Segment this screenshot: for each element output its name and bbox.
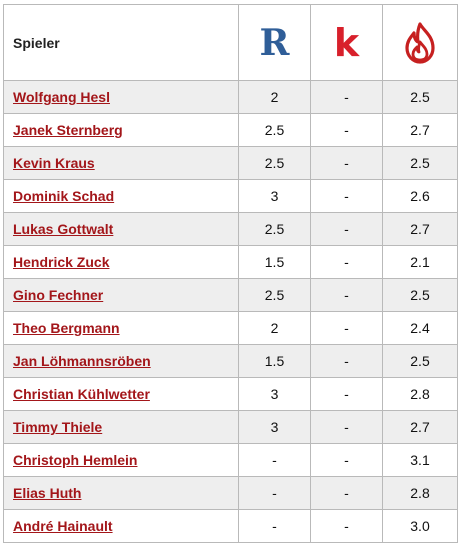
player-ratings-table: Spieler R k Wolfgang Hesl 2-2.5 Janek Ster… xyxy=(3,4,458,543)
flame-rating-cell: 3.0 xyxy=(382,509,458,543)
flame-rating-cell: 2.5 xyxy=(382,278,458,312)
flame-rating-cell: 2.4 xyxy=(382,311,458,345)
k-rating-cell: - xyxy=(310,377,383,411)
table-row: André Hainault - -3.0 xyxy=(3,509,458,543)
table-row: Gino Fechner 2.5-2.5 xyxy=(3,278,458,312)
k-rating-cell: - xyxy=(310,476,383,510)
player-name-link[interactable]: Wolfgang Hesl xyxy=(3,80,239,114)
flame-rating-cell: 3.1 xyxy=(382,443,458,477)
player-name-link[interactable]: André Hainault xyxy=(3,509,239,543)
r-rating-cell: - xyxy=(238,443,311,477)
r-rating-cell: - xyxy=(238,509,311,543)
r-rating-cell: 2 xyxy=(238,80,311,114)
r-logo-icon: R xyxy=(259,21,290,64)
r-rating-cell: 2.5 xyxy=(238,212,311,246)
player-name-link[interactable]: Gino Fechner xyxy=(3,278,239,312)
flame-source-column-header xyxy=(382,4,458,81)
k-rating-cell: - xyxy=(310,509,383,543)
flame-rating-cell: 2.5 xyxy=(382,344,458,378)
flame-rating-cell: 2.6 xyxy=(382,179,458,213)
player-name-link[interactable]: Christian Kühlwetter xyxy=(3,377,239,411)
r-rating-cell: 3 xyxy=(238,410,311,444)
table-row: Elias Huth - -2.8 xyxy=(3,476,458,510)
flame-rating-cell: 2.7 xyxy=(382,113,458,147)
flame-logo-icon xyxy=(405,21,435,64)
player-column-header: Spieler xyxy=(3,4,239,81)
r-rating-cell: 2.5 xyxy=(238,113,311,147)
r-rating-cell: 3 xyxy=(238,179,311,213)
player-name-link[interactable]: Elias Huth xyxy=(3,476,239,510)
k-rating-cell: - xyxy=(310,344,383,378)
k-rating-cell: - xyxy=(310,113,383,147)
r-rating-cell: 2.5 xyxy=(238,146,311,180)
flame-rating-cell: 2.1 xyxy=(382,245,458,279)
player-name-link[interactable]: Janek Sternberg xyxy=(3,113,239,147)
table-row: Janek Sternberg 2.5-2.7 xyxy=(3,113,458,147)
player-name-link[interactable]: Kevin Kraus xyxy=(3,146,239,180)
r-rating-cell: 1.5 xyxy=(238,344,311,378)
table-row: Christian Kühlwetter 3-2.8 xyxy=(3,377,458,411)
player-name-link[interactable]: Hendrick Zuck xyxy=(3,245,239,279)
table-row: Lukas Gottwalt 2.5-2.7 xyxy=(3,212,458,246)
k-rating-cell: - xyxy=(310,179,383,213)
r-source-column-header: R xyxy=(238,4,311,81)
flame-rating-cell: 2.8 xyxy=(382,377,458,411)
table-row: Kevin Kraus 2.5-2.5 xyxy=(3,146,458,180)
k-rating-cell: - xyxy=(310,311,383,345)
k-rating-cell: - xyxy=(310,80,383,114)
flame-rating-cell: 2.7 xyxy=(382,410,458,444)
player-name-link[interactable]: Timmy Thiele xyxy=(3,410,239,444)
player-name-link[interactable]: Christoph Hemlein xyxy=(3,443,239,477)
flame-rating-cell: 2.7 xyxy=(382,212,458,246)
table-row: Christoph Hemlein - -3.1 xyxy=(3,443,458,477)
table-row: Wolfgang Hesl 2-2.5 xyxy=(3,80,458,114)
player-name-link[interactable]: Dominik Schad xyxy=(3,179,239,213)
flame-rating-cell: 2.5 xyxy=(382,80,458,114)
k-rating-cell: - xyxy=(310,443,383,477)
k-logo-icon: k xyxy=(333,20,360,65)
r-rating-cell: 1.5 xyxy=(238,245,311,279)
r-rating-cell: 2 xyxy=(238,311,311,345)
k-rating-cell: - xyxy=(310,146,383,180)
k-rating-cell: - xyxy=(310,212,383,246)
k-source-column-header: k xyxy=(310,4,383,81)
table-row: Hendrick Zuck 1.5-2.1 xyxy=(3,245,458,279)
table-row: Dominik Schad 3-2.6 xyxy=(3,179,458,213)
flame-rating-cell: 2.5 xyxy=(382,146,458,180)
flame-rating-cell: 2.8 xyxy=(382,476,458,510)
k-rating-cell: - xyxy=(310,278,383,312)
player-name-link[interactable]: Lukas Gottwalt xyxy=(3,212,239,246)
r-rating-cell: 3 xyxy=(238,377,311,411)
table-row: Jan Löhmannsröben 1.5-2.5 xyxy=(3,344,458,378)
player-name-link[interactable]: Theo Bergmann xyxy=(3,311,239,345)
table-row: Theo Bergmann 2-2.4 xyxy=(3,311,458,345)
r-rating-cell: 2.5 xyxy=(238,278,311,312)
table-row: Timmy Thiele 3-2.7 xyxy=(3,410,458,444)
k-rating-cell: - xyxy=(310,410,383,444)
r-rating-cell: - xyxy=(238,476,311,510)
player-name-link[interactable]: Jan Löhmannsröben xyxy=(3,344,239,378)
k-rating-cell: - xyxy=(310,245,383,279)
table-header-row: Spieler R k xyxy=(3,4,458,81)
